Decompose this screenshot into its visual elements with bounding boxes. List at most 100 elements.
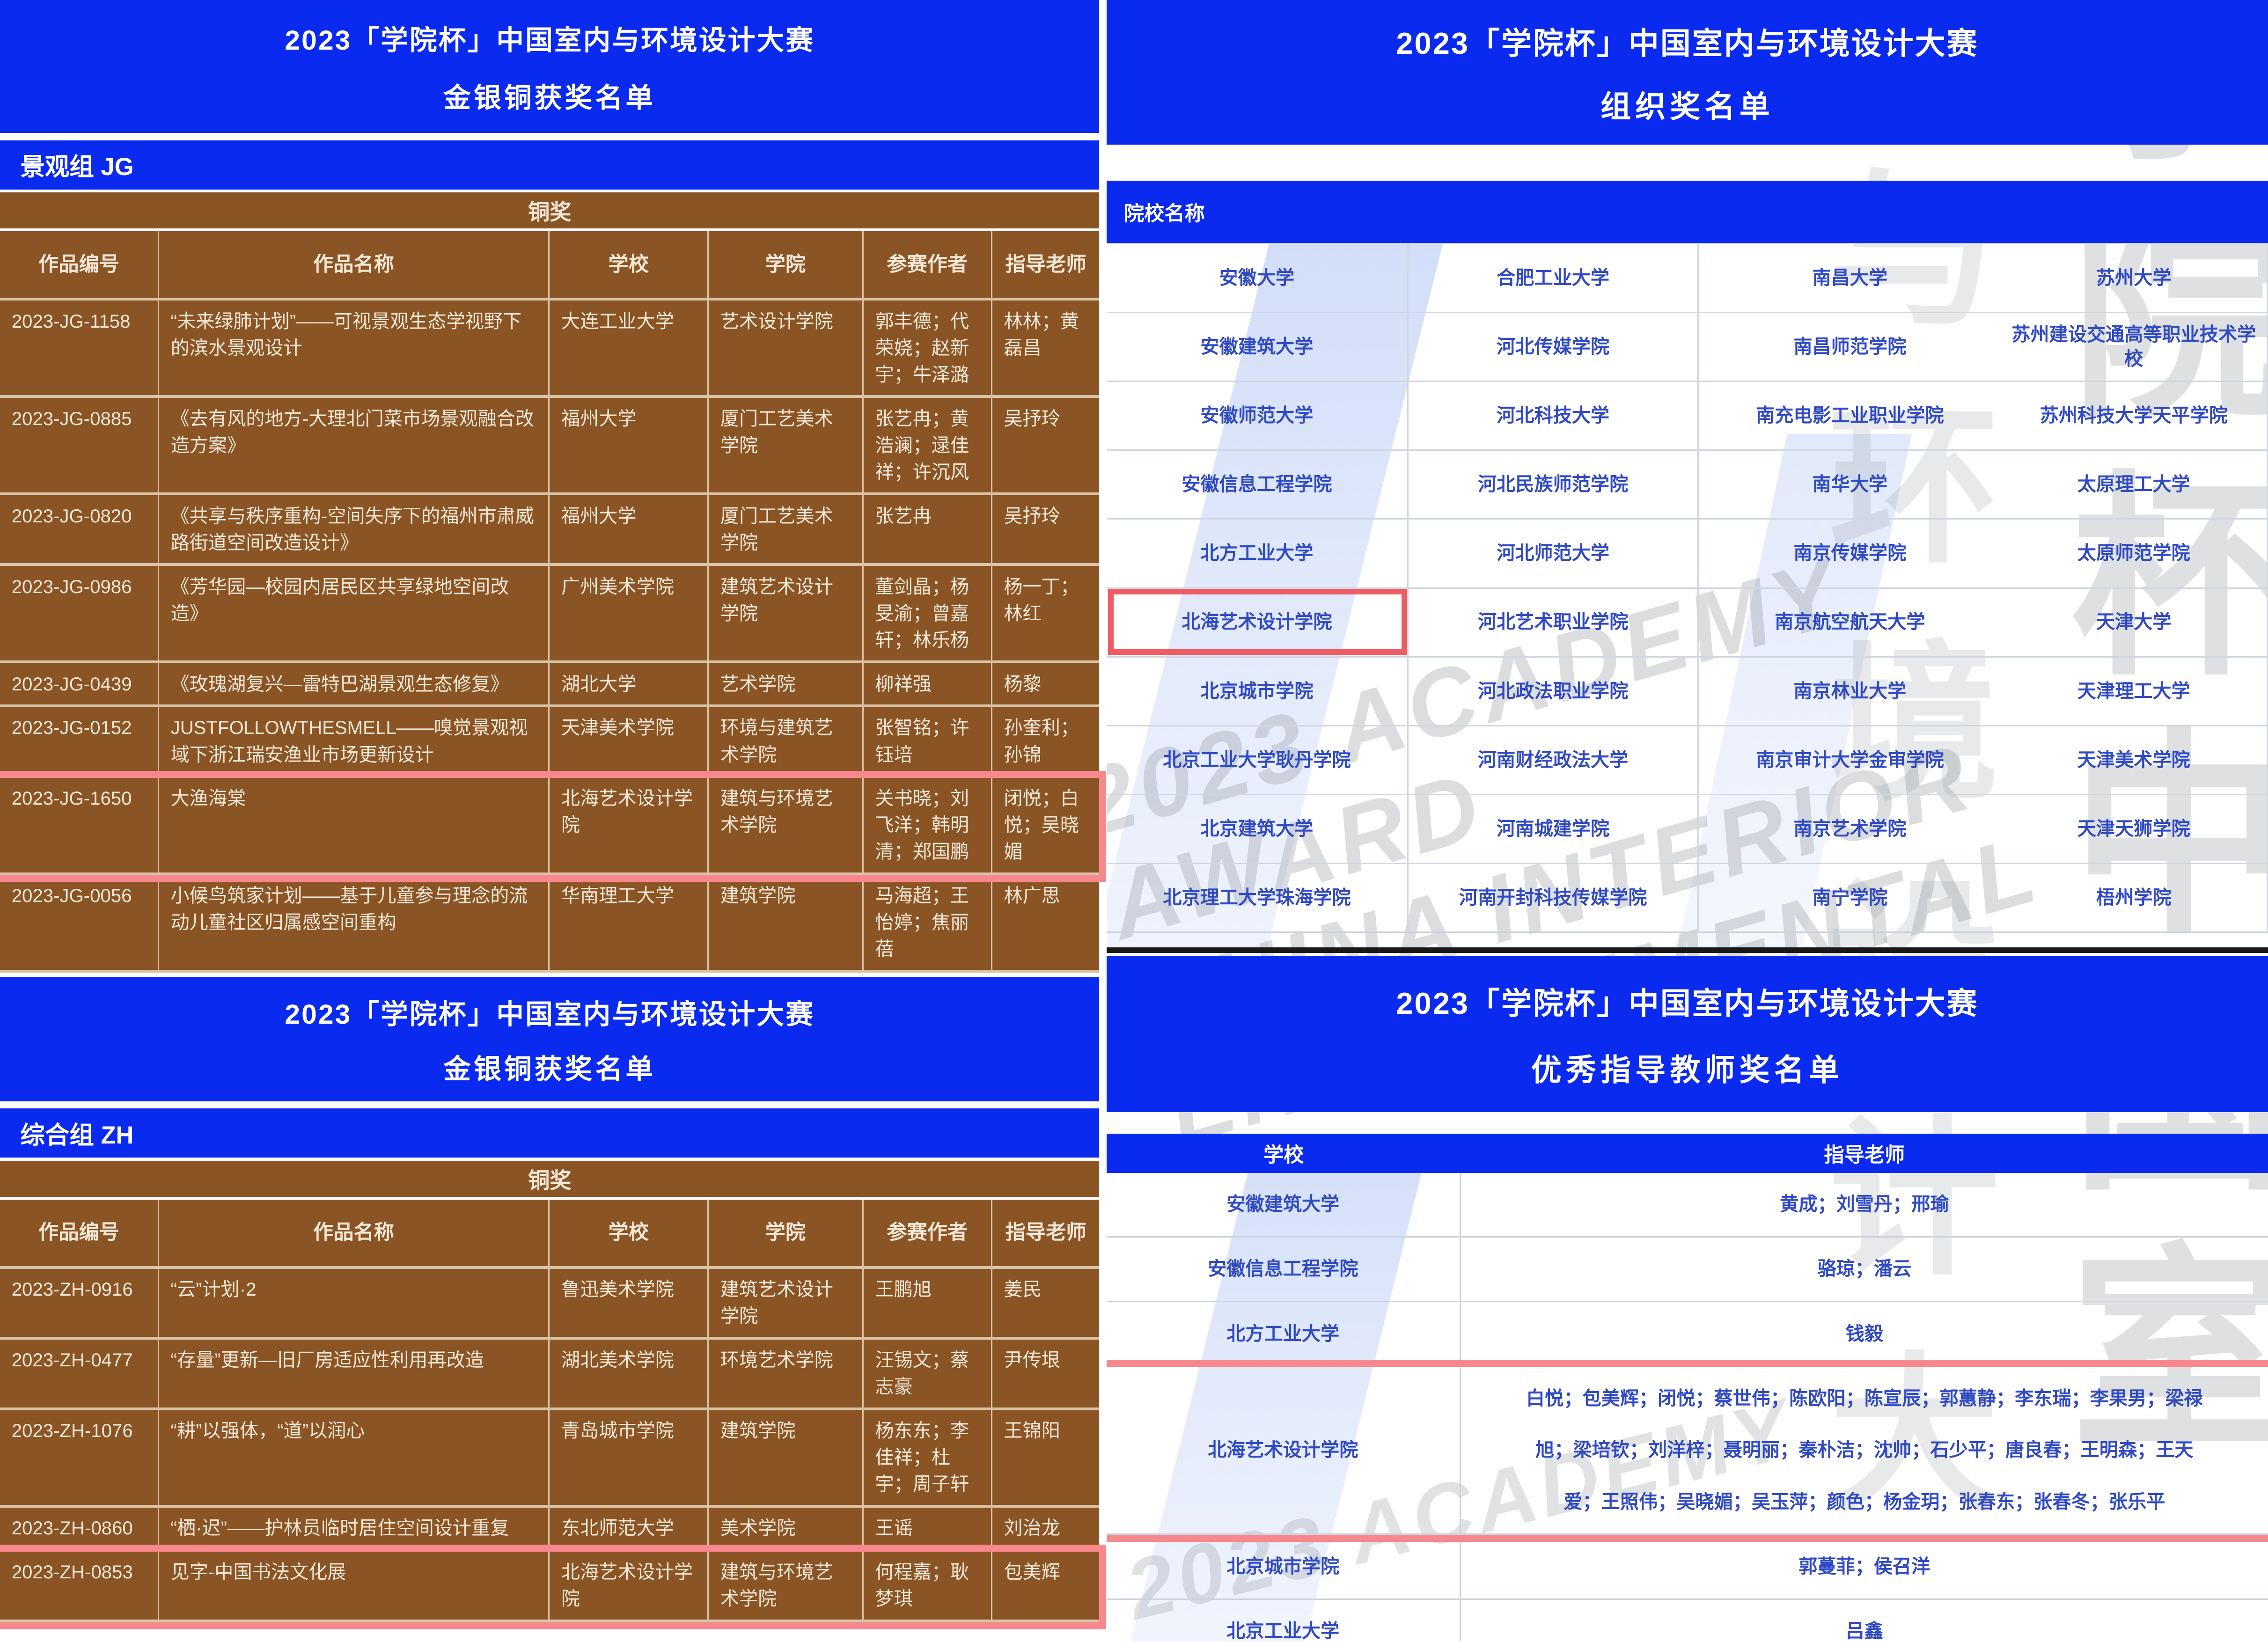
work-title-cell: “耕”以强体，“道”以润心 — [159, 1410, 550, 1508]
award-table-row: 2023-JG-0986 《芳华园—校园内居民区共享绿地空间改造》 广州美术学院… — [0, 566, 1100, 664]
org-school-cell: 梧州学院 — [2001, 862, 2268, 931]
jg-table-header: 作品编号 作品名称 学校 学院 参赛作者 指导老师 — [0, 231, 1100, 301]
work-title-cell: 小候鸟筑家计划——基于儿童参与理念的流动儿童社区归属感空间重构 — [159, 875, 550, 973]
entry-id-cell: 2023-JG-0439 — [0, 663, 159, 708]
authors-cell: 张智铭；许钰培 — [863, 707, 992, 778]
jg-award-table: 作品编号 作品名称 学校 学院 参赛作者 指导老师 2023-JG-1158 “… — [0, 231, 1107, 973]
org-school-cell: 河南财经政法大学 — [1408, 725, 1699, 794]
work-title-cell: 大渔海棠 — [159, 777, 550, 875]
college-cell: 艺术学院 — [709, 663, 864, 708]
org-school-cell: 天津大学 — [2001, 587, 2268, 656]
teacher-table-row: 安徽建筑大学 黄成；刘雪丹；邢瑜 — [1106, 1173, 2268, 1238]
org-school-name: 河北民族师范学院 — [1477, 474, 1629, 495]
advisors-cell: 林广思 — [992, 875, 1100, 973]
school-cell: 湖北大学 — [550, 663, 709, 708]
org-school-name: 太原理工大学 — [2077, 474, 2190, 495]
advisors-cell: 尹传垠 — [992, 1340, 1100, 1410]
jg-table-body: 2023-JG-1158 “未来绿肺计划”——可视景观生态学视野下的滨水景观设计… — [0, 301, 1107, 973]
org-school-name: 北京工业大学耿丹学院 — [1163, 749, 1351, 770]
org-school-cell: 太原理工大学 — [2001, 449, 2268, 519]
award-table-row: 2023-JG-0820 《共享与秩序重构-空间失序下的福州市肃威路街道空间改造… — [0, 495, 1100, 566]
school-cell: 东北师范大学 — [550, 1507, 709, 1552]
org-school-name: 合肥工业大学 — [1497, 267, 1610, 289]
org-school-name: 苏州科技大学天平学院 — [2040, 405, 2228, 426]
org-school-cell: 南京航空航天大学 — [1699, 587, 2001, 656]
zh-award-table: 作品编号 作品名称 学校 学院 参赛作者 指导老师 2023-ZH-0916 “… — [0, 1199, 1107, 1629]
org-school-cell: 北京理工大学珠海学院 — [1106, 862, 1409, 931]
panel-right-org-and-teachers: 学院杯中国室 与环境设计大 2023 ACADEMY AWARD CHINA I… — [1106, 0, 2268, 1642]
entry-id-cell: 2023-ZH-0853 — [0, 1551, 159, 1622]
org-school-cell: 南京传媒学院 — [1699, 518, 2001, 587]
school-cell: 鲁迅美术学院 — [550, 1268, 709, 1340]
org-school-name: 天津美术学院 — [2077, 749, 2190, 770]
teacher-names-cell: 黄成；刘雪丹；邢瑜 — [1780, 1194, 1949, 1215]
teacher-table: 学校 指导老师 安徽建筑大学 黄成；刘雪丹；邢瑜 安徽信息工程学院 骆琼；潘云 — [1106, 1134, 2268, 1642]
org-school-name: 安徽信息工程学院 — [1182, 474, 1332, 495]
teacher-school-cell: 北京工业大学 — [1107, 1599, 1461, 1642]
advisors-cell: 闭悦；白悦；吴晓媚 — [992, 778, 1100, 875]
work-title-cell: 见字-中国书法文化展 — [159, 1551, 550, 1622]
college-cell: 建筑艺术设计学院 — [709, 566, 864, 664]
teacher-table-body: 安徽建筑大学 黄成；刘雪丹；邢瑜 安徽信息工程学院 骆琼；潘云 北方工业大学 钱… — [1106, 1173, 2268, 1642]
org-school-name: 南宁学院 — [1812, 887, 1888, 908]
jg-title-block: 2023「学院杯」中国室内与环境设计大赛 金银铜获奖名单 — [0, 0, 1100, 133]
org-school-cell: 南宁学院 — [1699, 862, 2001, 931]
col-header-school: 学校 — [550, 1199, 709, 1269]
org-school-cell: 安徽大学 — [1106, 243, 1409, 312]
zh-table-header: 作品编号 作品名称 学校 学院 参赛作者 指导老师 — [0, 1199, 1100, 1269]
separator — [0, 133, 1100, 140]
teacher-table-row: 北京城市学院 郭蔓菲；侯召洋 — [1106, 1535, 2268, 1600]
school-cell: 广州美术学院 — [550, 566, 709, 664]
org-school-cell: 南昌师范学院 — [1699, 312, 2001, 381]
org-school-name: 北京建筑大学 — [1200, 818, 1314, 839]
teacher-names-cell: 白悦；包美辉；闭悦；蔡世伟；陈欧阳；陈宣辰；郭蕙静；李东瑞；李果男；梁禄旭；梁培… — [1526, 1387, 2203, 1512]
col-header-college: 学院 — [709, 1199, 864, 1269]
college-cell: 建筑学院 — [709, 1410, 864, 1508]
authors-cell: 张艺冉 — [863, 495, 992, 566]
authors-cell: 关书晓；刘飞洋；韩明清；郑国鹏 — [863, 777, 992, 875]
teacher-names-cell: 骆琼；潘云 — [1817, 1258, 1912, 1280]
college-cell: 环境与建筑艺术学院 — [709, 707, 864, 778]
org-school-cell: 河北民族师范学院 — [1408, 449, 1699, 519]
college-cell: 环境艺术学院 — [709, 1339, 864, 1410]
authors-cell: 柳祥强 — [863, 663, 992, 708]
school-cell: 北海艺术设计学院 — [550, 1551, 709, 1622]
award-table-row: 2023-ZH-0916 “云”计划·2 鲁迅美术学院 建筑艺术设计学院 王鹏旭… — [0, 1268, 1100, 1340]
college-cell: 建筑与环境艺术学院 — [709, 777, 864, 875]
authors-cell: 王鹏旭 — [863, 1268, 992, 1340]
org-school-grid: 安徽大学 合肥工业大学 南昌大学 苏州大学 安徽建筑大学 — [1106, 243, 2268, 933]
entry-id-cell: 2023-JG-1158 — [0, 301, 159, 398]
col-header-authors: 参赛作者 — [863, 231, 992, 301]
jg-group-band: 景观组 JG — [0, 140, 1100, 190]
entry-id-cell: 2023-ZH-0477 — [0, 1339, 159, 1410]
teacher-title-line1: 2023「学院杯」中国室内与环境设计大赛 — [1396, 986, 1979, 1020]
work-title-cell: JUSTFOLLOWTHESMELL——嗅觉景观视域下浙江瑞安渔业市场更新设计 — [159, 707, 550, 778]
org-school-cell: 天津理工大学 — [2001, 656, 2268, 725]
col-header-entry-id: 作品编号 — [0, 1199, 159, 1269]
gap — [1107, 1112, 2268, 1134]
jg-medal-band: 铜奖 — [0, 192, 1100, 232]
org-school-cell: 北京工业大学耿丹学院 — [1106, 725, 1409, 794]
col-header-advisors: 指导老师 — [992, 1200, 1100, 1269]
org-school-cell: 苏州建设交通高等职业技术学校 — [2001, 312, 2268, 381]
right-content: 2023「学院杯」中国室内与环境设计大赛 组织奖名单 院校名称 安徽大学 合肥工… — [1106, 0, 2268, 1642]
zh-title-line1: 2023「学院杯」中国室内与环境设计大赛 — [285, 999, 815, 1030]
org-school-cell: 合肥工业大学 — [1408, 243, 1699, 312]
org-school-name: 南京传媒学院 — [1793, 542, 1907, 564]
org-school-cell: 天津天狮学院 — [2001, 793, 2268, 863]
col-header-college: 学院 — [709, 231, 864, 301]
school-cell: 福州大学 — [550, 495, 709, 566]
org-school-cell: 北海艺术设计学院 — [1106, 587, 1409, 656]
work-title-cell: 《玫瑰湖复兴—雷特巴湖景观生态修复》 — [159, 663, 550, 708]
org-school-name: 河北艺术职业学院 — [1477, 611, 1629, 633]
org-school-name: 北海艺术设计学院 — [1182, 611, 1332, 633]
advisors-cell: 包美辉 — [992, 1552, 1100, 1622]
org-school-name: 天津理工大学 — [2077, 680, 2190, 702]
work-title-cell: 《共享与秩序重构-空间失序下的福州市肃威路街道空间改造设计》 — [159, 495, 550, 566]
org-column-header: 院校名称 — [1106, 181, 2268, 243]
org-school-name: 安徽大学 — [1219, 267, 1295, 289]
work-title-cell: “存量”更新—旧厂房适应性利用再改造 — [159, 1339, 550, 1410]
org-school-name: 南京林业大学 — [1793, 680, 1907, 702]
teacher-school-cell: 安徽建筑大学 — [1107, 1173, 1461, 1236]
